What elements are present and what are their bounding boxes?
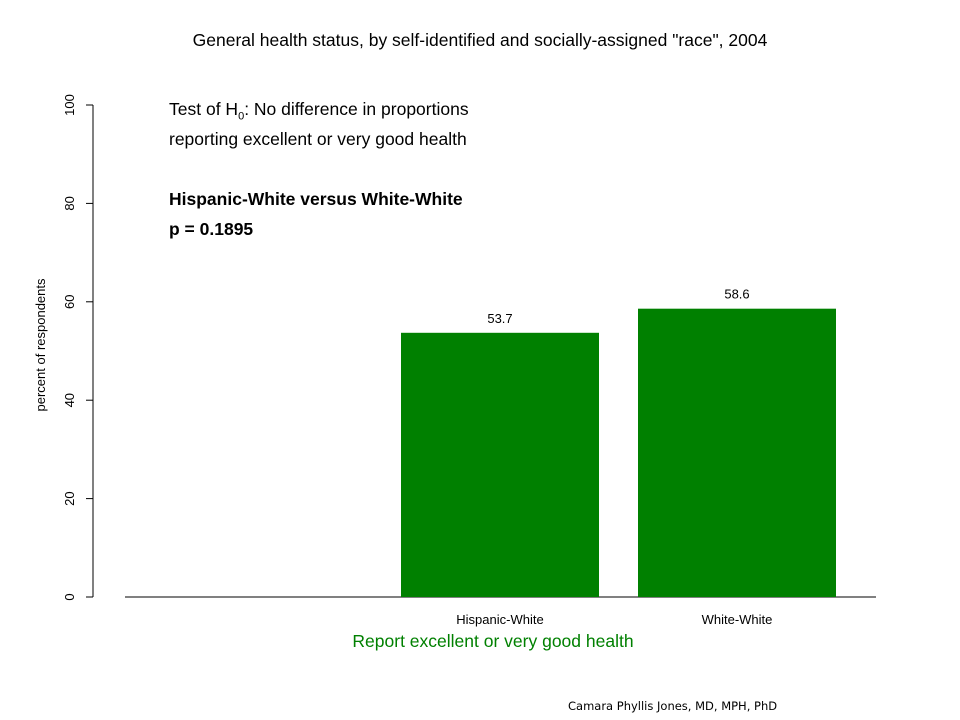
- y-tick-label-80: 80: [62, 196, 77, 210]
- y-tick-label-100: 100: [62, 94, 77, 116]
- author-credit: Camara Phyllis Jones, MD, MPH, PhD: [568, 699, 778, 713]
- y-tick-label-60: 60: [62, 295, 77, 309]
- test-subscript: 0: [238, 110, 245, 123]
- y-tick-label-0: 0: [62, 593, 77, 600]
- y-tick-label-40: 40: [62, 393, 77, 407]
- p-value: p = 0.1895: [169, 219, 254, 239]
- chart-title: General health status, by self-identifie…: [192, 30, 768, 50]
- comparison-label: Hispanic-White versus White-White: [169, 189, 463, 209]
- data-label-white-white: 58.6: [724, 287, 749, 302]
- bar-hispanic-white: [401, 332, 599, 597]
- test-suffix: : No difference in proportions: [244, 99, 469, 119]
- y-tick-label-20: 20: [62, 491, 77, 505]
- test-prefix: Test of H: [169, 99, 239, 119]
- data-label-hispanic-white: 53.7: [487, 311, 512, 326]
- x-axis-label: Report excellent or very good health: [352, 631, 634, 651]
- test-hypothesis-line1: Test of H0: No difference in proportions: [169, 99, 469, 123]
- y-axis-label: percent of respondents: [33, 278, 48, 411]
- bar-white-white: [638, 308, 836, 597]
- category-label-hispanic-white: Hispanic-White: [456, 612, 543, 627]
- category-label-white-white: White-White: [702, 612, 773, 627]
- test-hypothesis-line2: reporting excellent or very good health: [169, 129, 467, 149]
